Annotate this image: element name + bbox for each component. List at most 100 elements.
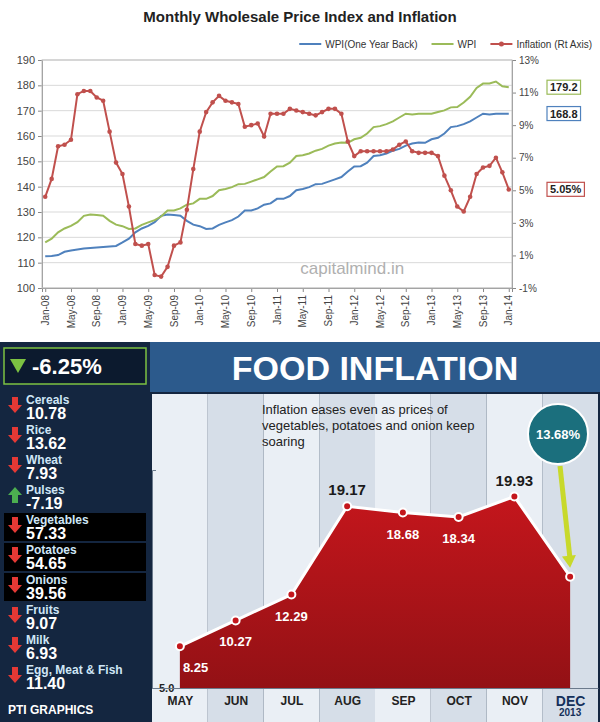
- end-label-box: [547, 107, 581, 121]
- y-tick-mark: [38, 288, 42, 289]
- legend-label: Inflation (Rt Axis): [516, 39, 592, 50]
- y-tick: 170: [17, 105, 42, 117]
- data-label: 10.27: [219, 634, 252, 649]
- series-marker: [500, 170, 505, 175]
- y2-tick-mark: [512, 60, 516, 61]
- y-tick-mark: [38, 187, 42, 188]
- series-marker: [217, 94, 222, 99]
- y-tick-label: 100: [17, 282, 35, 294]
- x-tick-label: May-12: [375, 295, 386, 329]
- food-y-axis: 5.0: [152, 471, 174, 695]
- x-tick-label: May-13: [452, 295, 463, 329]
- x-tick-mark: [329, 288, 330, 292]
- y-tick: 160: [17, 130, 42, 142]
- series-marker: [178, 240, 183, 245]
- source: PTI GRAPHICS: [8, 703, 93, 717]
- y-tick-mark: [38, 85, 42, 86]
- y-tick-mark: [38, 136, 42, 137]
- x-axis: Jan-08May-08Sep-08Jan-09May-09Sep-09Jan-…: [40, 288, 515, 328]
- x-tick: Sep-10: [246, 288, 257, 327]
- y-tick: 120: [17, 231, 42, 243]
- grid-line: [42, 161, 512, 162]
- grid-line: [42, 262, 512, 263]
- food-y-axis-line: [153, 471, 157, 689]
- item-value: 11.40: [26, 675, 65, 692]
- x-tick-label: Jan-12: [349, 295, 360, 326]
- series-marker: [365, 149, 370, 154]
- food-x-tick: AUG: [334, 688, 361, 708]
- x-tick-mark: [509, 288, 510, 292]
- x-tick-mark: [97, 288, 98, 292]
- x-tick-mark: [148, 288, 149, 292]
- series-marker: [436, 154, 441, 159]
- y-tick-label: 130: [17, 206, 35, 218]
- series-line: [45, 91, 509, 277]
- series-marker: [300, 110, 305, 115]
- header-strip: [150, 342, 600, 392]
- y2-tick-mark: [512, 93, 516, 94]
- food-point: [455, 513, 463, 521]
- x-tick-label: May-10: [220, 295, 231, 329]
- series-marker: [326, 107, 331, 112]
- item-row-bg: [4, 453, 146, 481]
- series-marker: [159, 274, 164, 279]
- data-label: 18.68: [387, 527, 420, 542]
- series-marker: [307, 111, 312, 116]
- food-point: [343, 502, 351, 510]
- food-point: [510, 493, 518, 501]
- x-tick-mark: [251, 288, 252, 292]
- headline-box: [4, 348, 146, 384]
- headline-text: -6.25%: [32, 354, 102, 379]
- y2-tick: 1%: [512, 250, 534, 261]
- x-tick-label: Sep-11: [323, 295, 334, 327]
- series-marker: [403, 139, 408, 144]
- series-marker: [294, 108, 299, 113]
- legend-item: WPI: [432, 39, 477, 50]
- x-tick-label: Jan-14: [503, 295, 514, 326]
- item-row-bg: [4, 633, 146, 661]
- x-tick-mark: [122, 288, 123, 292]
- item-arrow: [8, 607, 22, 623]
- legend-label: WPI: [458, 39, 477, 50]
- wpi-chart: Monthly Wholesale Price Index and Inflat…: [17, 8, 592, 328]
- series-marker: [62, 142, 67, 147]
- end-label-text: 179.2: [550, 81, 578, 93]
- chart-title: Monthly Wholesale Price Index and Inflat…: [143, 8, 456, 25]
- x-tick-label: May-08: [66, 295, 77, 329]
- item-arrow: [8, 457, 22, 473]
- y-tick-label: 180: [17, 79, 35, 91]
- y-tick-mark: [38, 237, 42, 238]
- series-marker: [397, 142, 402, 147]
- y-tick: 110: [17, 257, 42, 269]
- series-marker: [197, 129, 202, 134]
- y-tick-mark: [38, 60, 42, 61]
- food-x-tick-label: AUG: [334, 694, 361, 708]
- x-tick: Jan-09: [117, 288, 128, 326]
- x-axis-line: [43, 289, 513, 293]
- x-tick: Sep-08: [91, 288, 102, 327]
- food-x-tick: JUN: [224, 688, 248, 708]
- x-tick-label: Jan-10: [194, 295, 205, 326]
- y2-tick: 13%: [512, 55, 539, 66]
- x-tick: Jan-14: [503, 288, 514, 326]
- legend-item: Inflation (Rt Axis): [490, 39, 592, 50]
- page: Monthly Wholesale Price Index and Inflat…: [0, 0, 600, 722]
- y2-tick-label: 11%: [519, 87, 538, 98]
- series-marker: [313, 113, 318, 118]
- x-tick-label: May-09: [143, 295, 154, 329]
- y2-tick-label: 5%: [519, 185, 534, 196]
- end-label: 5.05%: [547, 182, 584, 196]
- end-label-box: [547, 80, 581, 94]
- data-label: 18.34: [442, 531, 475, 546]
- y2-tick: 3%: [512, 218, 534, 229]
- series-marker: [69, 138, 74, 143]
- y2-tick: 11%: [512, 87, 538, 98]
- watermark: capitalmind.in: [300, 259, 404, 278]
- x-tick-label: Jan-08: [40, 295, 51, 326]
- series-marker: [133, 242, 138, 247]
- x-tick-mark: [432, 288, 433, 292]
- series-marker: [423, 151, 428, 156]
- food-area: [180, 497, 570, 688]
- series-marker: [281, 111, 286, 116]
- item-arrow: [8, 397, 22, 413]
